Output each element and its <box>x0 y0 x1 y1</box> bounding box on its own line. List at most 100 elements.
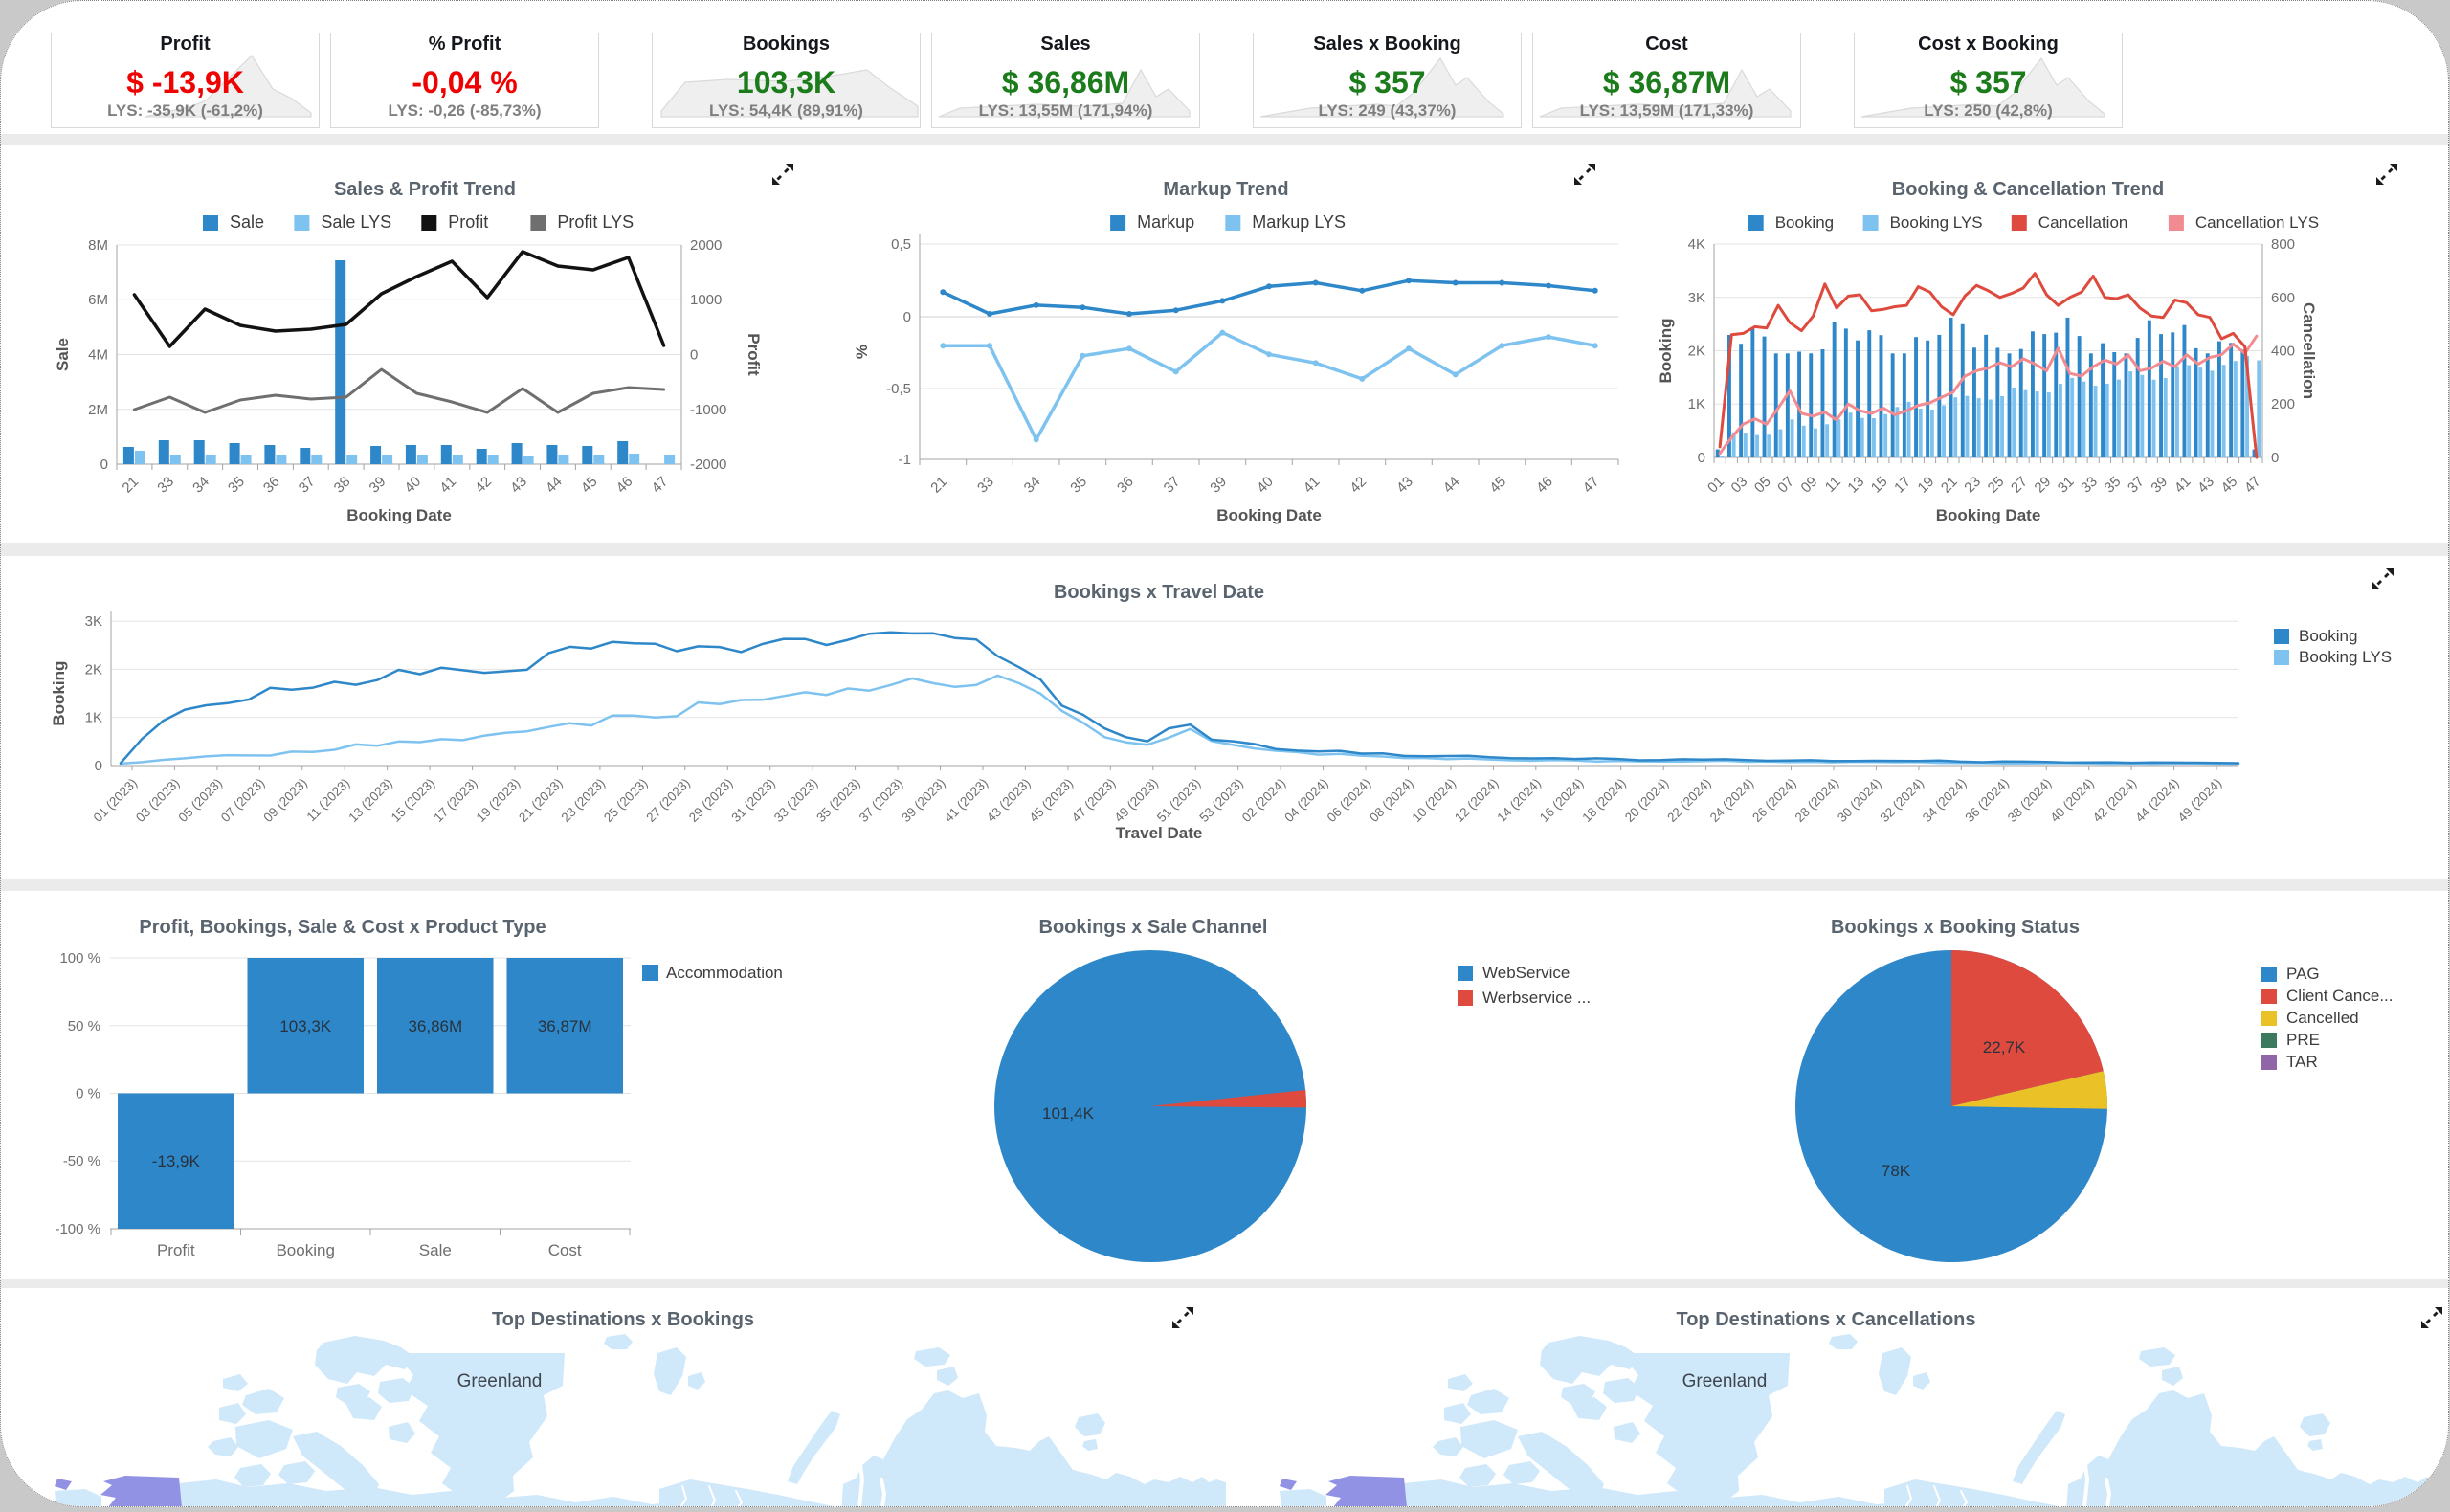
svg-text:Cancellation: Cancellation <box>2300 302 2318 399</box>
svg-text:2K: 2K <box>1688 344 1705 360</box>
svg-text:43 (2023): 43 (2023) <box>984 776 1033 825</box>
svg-text:46: 46 <box>613 474 636 497</box>
svg-text:Booking: Booking <box>2299 627 2357 645</box>
svg-text:30 (2024): 30 (2024) <box>1835 776 1883 825</box>
svg-text:41: 41 <box>2172 474 2194 497</box>
svg-text:Sale: Sale <box>230 212 264 232</box>
svg-text:40: 40 <box>1254 474 1277 497</box>
svg-text:11: 11 <box>1822 474 1844 496</box>
svg-text:36: 36 <box>260 474 283 497</box>
svg-text:08 (2024): 08 (2024) <box>1367 776 1415 825</box>
svg-text:Sales & Profit Trend: Sales & Profit Trend <box>334 179 516 200</box>
svg-text:Booking LYS: Booking LYS <box>2299 648 2392 666</box>
svg-text:Profit, Bookings, Sale & Cost: Profit, Bookings, Sale & Cost x Product … <box>139 917 546 938</box>
svg-text:Cancelled: Cancelled <box>2286 1009 2359 1027</box>
svg-text:Profit LYS: Profit LYS <box>557 212 634 232</box>
svg-text:TAR: TAR <box>2286 1053 2318 1071</box>
svg-text:45 (2023): 45 (2023) <box>1027 776 1076 825</box>
svg-text:23: 23 <box>1961 474 1984 497</box>
svg-text:Booking: Booking <box>1657 319 1675 384</box>
svg-text:37 (2023): 37 (2023) <box>857 776 905 825</box>
svg-text:0,5: 0,5 <box>891 236 911 253</box>
svg-text:51 (2023): 51 (2023) <box>1154 776 1203 825</box>
svg-text:39: 39 <box>367 474 390 497</box>
svg-text:Sale LYS: Sale LYS <box>321 212 391 232</box>
svg-text:Bookings x Travel Date: Bookings x Travel Date <box>1054 582 1264 603</box>
svg-text:47: 47 <box>2241 474 2264 497</box>
svg-text:46: 46 <box>1533 474 1556 497</box>
svg-text:39: 39 <box>1207 474 1230 497</box>
svg-text:Cost: Cost <box>548 1241 582 1259</box>
svg-text:01 (2023): 01 (2023) <box>91 776 140 825</box>
svg-text:44: 44 <box>543 474 566 497</box>
svg-text:200: 200 <box>2271 396 2295 412</box>
svg-text:Profit: Profit <box>157 1241 195 1259</box>
svg-text:0: 0 <box>2271 450 2279 466</box>
svg-text:07: 07 <box>1774 474 1797 497</box>
svg-text:01: 01 <box>1704 474 1727 497</box>
svg-text:Sale: Sale <box>419 1241 452 1259</box>
svg-text:34: 34 <box>1021 474 1044 497</box>
svg-text:29 (2023): 29 (2023) <box>686 776 735 825</box>
svg-text:Booking Date: Booking Date <box>1936 506 2041 524</box>
svg-text:33: 33 <box>154 474 177 497</box>
svg-text:53 (2023): 53 (2023) <box>1196 776 1245 825</box>
svg-text:WebService: WebService <box>1482 964 1570 982</box>
svg-text:31: 31 <box>2055 474 2078 497</box>
svg-text:41 (2023): 41 (2023) <box>942 776 991 825</box>
svg-text:78K: 78K <box>1882 1162 1911 1180</box>
svg-text:32 (2024): 32 (2024) <box>1878 776 1927 825</box>
svg-text:47 (2023): 47 (2023) <box>1069 776 1118 825</box>
svg-text:35 (2023): 35 (2023) <box>813 776 862 825</box>
svg-text:15 (2023): 15 (2023) <box>389 776 437 825</box>
svg-text:2K: 2K <box>85 661 102 678</box>
svg-text:36: 36 <box>1114 474 1137 497</box>
svg-text:38: 38 <box>331 474 354 497</box>
svg-text:1000: 1000 <box>690 292 722 308</box>
svg-text:43: 43 <box>2194 474 2217 497</box>
svg-text:34 (2024): 34 (2024) <box>1920 776 1969 825</box>
svg-text:-1000: -1000 <box>690 402 726 418</box>
svg-text:-2000: -2000 <box>690 456 726 473</box>
svg-text:PAG: PAG <box>2286 965 2320 983</box>
svg-text:16 (2024): 16 (2024) <box>1537 776 1586 825</box>
svg-text:33: 33 <box>2078 474 2101 497</box>
svg-text:05: 05 <box>1751 474 1774 497</box>
svg-text:26 (2024): 26 (2024) <box>1749 776 1798 825</box>
svg-text:Cancellation: Cancellation <box>2038 213 2128 232</box>
svg-text:Markup LYS: Markup LYS <box>1252 212 1346 232</box>
svg-text:41: 41 <box>1301 474 1324 497</box>
svg-text:50 %: 50 % <box>68 1018 100 1034</box>
svg-text:21: 21 <box>1938 474 1961 497</box>
svg-text:Profit: Profit <box>745 333 763 376</box>
svg-text:21: 21 <box>119 474 142 497</box>
svg-text:Bookings x Booking Status: Bookings x Booking Status <box>1831 917 2080 938</box>
svg-text:03 (2023): 03 (2023) <box>133 776 182 825</box>
svg-text:Markup: Markup <box>1137 212 1194 232</box>
svg-text:4K: 4K <box>1688 236 1705 253</box>
svg-text:0: 0 <box>1698 450 1705 466</box>
svg-text:37: 37 <box>296 474 319 497</box>
svg-text:1K: 1K <box>85 710 102 726</box>
svg-text:28 (2024): 28 (2024) <box>1793 776 1841 825</box>
svg-text:09: 09 <box>1798 474 1821 497</box>
svg-text:49 (2023): 49 (2023) <box>1111 776 1160 825</box>
svg-text:12 (2024): 12 (2024) <box>1452 776 1501 825</box>
svg-text:45: 45 <box>1486 474 1509 497</box>
svg-text:19: 19 <box>1915 474 1938 497</box>
svg-text:400: 400 <box>2271 344 2295 360</box>
svg-text:Booking LYS: Booking LYS <box>1890 213 1983 232</box>
svg-text:8M: 8M <box>88 237 108 254</box>
svg-text:19 (2023): 19 (2023) <box>474 776 523 825</box>
svg-text:25 (2023): 25 (2023) <box>601 776 650 825</box>
svg-text:Sale: Sale <box>54 338 72 371</box>
svg-text:40 (2024): 40 (2024) <box>2047 776 2096 825</box>
svg-text:-100 %: -100 % <box>55 1221 100 1237</box>
svg-text:49 (2024): 49 (2024) <box>2175 776 2224 825</box>
svg-text:Booking: Booking <box>1775 213 1834 232</box>
svg-text:PRE: PRE <box>2286 1031 2320 1049</box>
svg-text:Greenland: Greenland <box>1682 1371 1768 1391</box>
svg-text:44 (2024): 44 (2024) <box>2132 776 2181 825</box>
svg-text:35: 35 <box>2102 474 2125 497</box>
svg-text:%: % <box>853 345 871 359</box>
